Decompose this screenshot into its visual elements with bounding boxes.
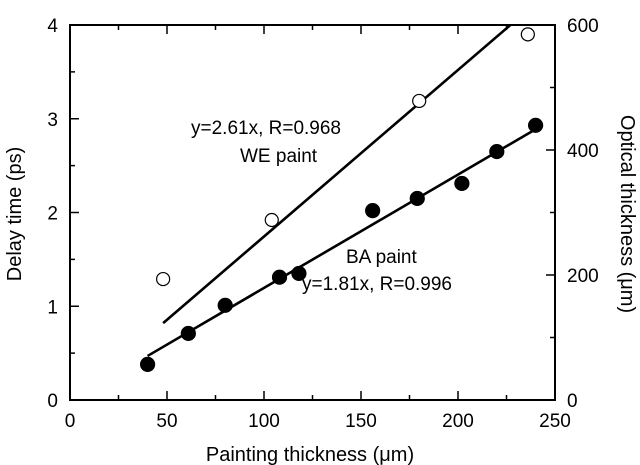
ba-paint-point	[271, 269, 288, 285]
fit-lines-group	[146, 24, 539, 358]
x-tick-label: 250	[539, 411, 571, 432]
y-tick-label: 1	[47, 297, 58, 318]
ba-series-label: BA paint	[346, 247, 417, 268]
y-tick-label: 2	[47, 204, 58, 225]
data-points-group	[140, 27, 544, 372]
plot-frame	[69, 24, 556, 401]
y2-tick-label: 600	[567, 16, 599, 37]
axes-group	[69, 24, 556, 401]
we-paint-fit-line	[162, 24, 512, 325]
ba-paint-point	[180, 325, 196, 342]
y2-axis-label: Optical thickness (μm)	[616, 115, 638, 313]
ba-equation-label: y=1.81x, R=0.996	[302, 274, 452, 295]
ba-paint-point	[409, 190, 425, 207]
we-equation-label: y=2.61x, R=0.968	[191, 118, 341, 139]
y-tick-label: 3	[47, 110, 58, 131]
x-tick-label: 100	[248, 411, 280, 432]
y-axis-label: Delay time (ps)	[4, 147, 26, 281]
x-tick-label: 0	[65, 411, 76, 432]
we-paint-point	[264, 212, 279, 228]
x-axis-label: Painting thickness (μm)	[206, 444, 414, 465]
ba-paint-point	[527, 117, 544, 133]
we-paint-point	[156, 271, 171, 287]
x-tick-label: 200	[442, 411, 474, 432]
ba-paint-fit-line	[146, 127, 539, 358]
ba-paint-point	[365, 203, 381, 219]
ba-paint-point	[291, 265, 307, 282]
we-paint-point	[412, 93, 427, 109]
x-tick-label: 50	[156, 411, 177, 432]
ba-paint-point	[140, 356, 156, 372]
y-tick-label: 0	[47, 391, 58, 412]
we-paint-point	[520, 27, 535, 42]
y-tick-label: 4	[47, 16, 58, 37]
y2-tick-label: 200	[567, 266, 599, 287]
x-tick-label: 150	[345, 411, 377, 432]
ba-paint-point	[489, 143, 505, 160]
y2-tick-label: 400	[567, 141, 599, 162]
ba-paint-point	[217, 297, 233, 313]
we-series-label: WE paint	[240, 146, 318, 167]
ba-paint-point	[454, 175, 470, 192]
y2-tick-label: 0	[567, 391, 578, 412]
